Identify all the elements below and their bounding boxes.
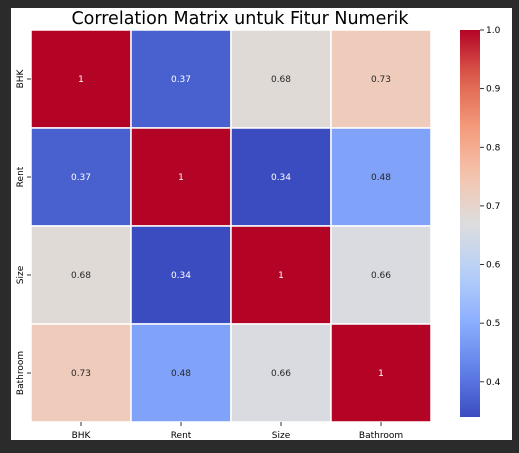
correlation-heatmap: Correlation Matrix untuk Fitur Numerik 1…: [16, 9, 501, 440]
cell-annotation: 0.48: [371, 173, 391, 183]
cell-annotation: 1: [378, 369, 384, 379]
x-tick-label: Rent: [171, 431, 192, 440]
cell-annotation: 1: [178, 173, 184, 183]
cell-annotation: 1: [78, 75, 84, 85]
x-tick-label: BHK: [72, 431, 92, 440]
cell-annotation: 0.66: [371, 271, 391, 281]
heatmap-cell-bhk-size: [230, 29, 332, 129]
colorbar-tick-label: 0.6: [486, 261, 501, 271]
heatmap-cell-size-rent: [130, 225, 232, 325]
cell-annotation: 0.68: [71, 271, 91, 281]
cell-annotation: 0.37: [171, 75, 191, 85]
x-tick-label: Bathroom: [359, 431, 403, 440]
heatmap-cell-bathroom-rent: [130, 323, 232, 423]
cell-annotation: 1: [278, 271, 284, 281]
heatmap-cell-bhk-rent: [130, 29, 232, 129]
cell-annotation: 0.34: [271, 173, 291, 183]
y-tick-label: Rent: [16, 166, 26, 187]
chart-title: Correlation Matrix untuk Fitur Numerik: [71, 9, 409, 29]
colorbar-tick-label: 0.4: [486, 378, 501, 388]
colorbar-tick-label: 0.8: [486, 143, 501, 153]
cell-annotation: 0.68: [271, 75, 291, 85]
colorbar-tick-label: 1.0: [486, 26, 501, 36]
colorbar-gradient: [460, 30, 480, 417]
heatmap-cell-rent-rent: [130, 127, 232, 227]
y-tick-label: BHK: [16, 68, 26, 88]
heatmap-cells: 1 0.37 0.68 0.73 0.37 1 0.34 0.48 0.68 0.34 1 0.66 0…: [30, 29, 432, 423]
cell-annotation: 0.34: [171, 271, 191, 281]
heatmap-cell-bhk-bathroom: [330, 29, 432, 129]
cell-annotation: 0.37: [71, 173, 91, 183]
heatmap-figure: Correlation Matrix untuk Fitur Numerik 1…: [11, 8, 512, 440]
x-axis-ticks: BHK Rent Size Bathroom: [72, 422, 403, 440]
cell-annotation: 0.73: [371, 75, 391, 85]
colorbar-tick-label: 0.9: [486, 85, 501, 95]
cell-annotation: 0.73: [71, 369, 91, 379]
colorbar-tick-label: 0.5: [486, 319, 500, 329]
y-axis-ticks: BHK Rent Size Bathroom: [16, 68, 31, 395]
x-tick-label: Size: [272, 431, 291, 440]
colorbar: 0.4 0.5 0.6 0.7 0.8 0.9 1.0: [460, 26, 501, 417]
heatmap-cell-rent-bathroom: [330, 127, 432, 227]
cell-annotation: 0.48: [171, 369, 191, 379]
y-tick-label: Bathroom: [16, 351, 26, 395]
heatmap-cell-bathroom-bathroom: [330, 323, 432, 423]
heatmap-cell-size-bathroom: [330, 225, 432, 325]
heatmap-cell-bhk-bhk: [30, 29, 132, 129]
cell-annotation: 0.66: [271, 369, 291, 379]
y-tick-label: Size: [16, 265, 26, 284]
colorbar-tick-label: 0.7: [486, 202, 500, 212]
